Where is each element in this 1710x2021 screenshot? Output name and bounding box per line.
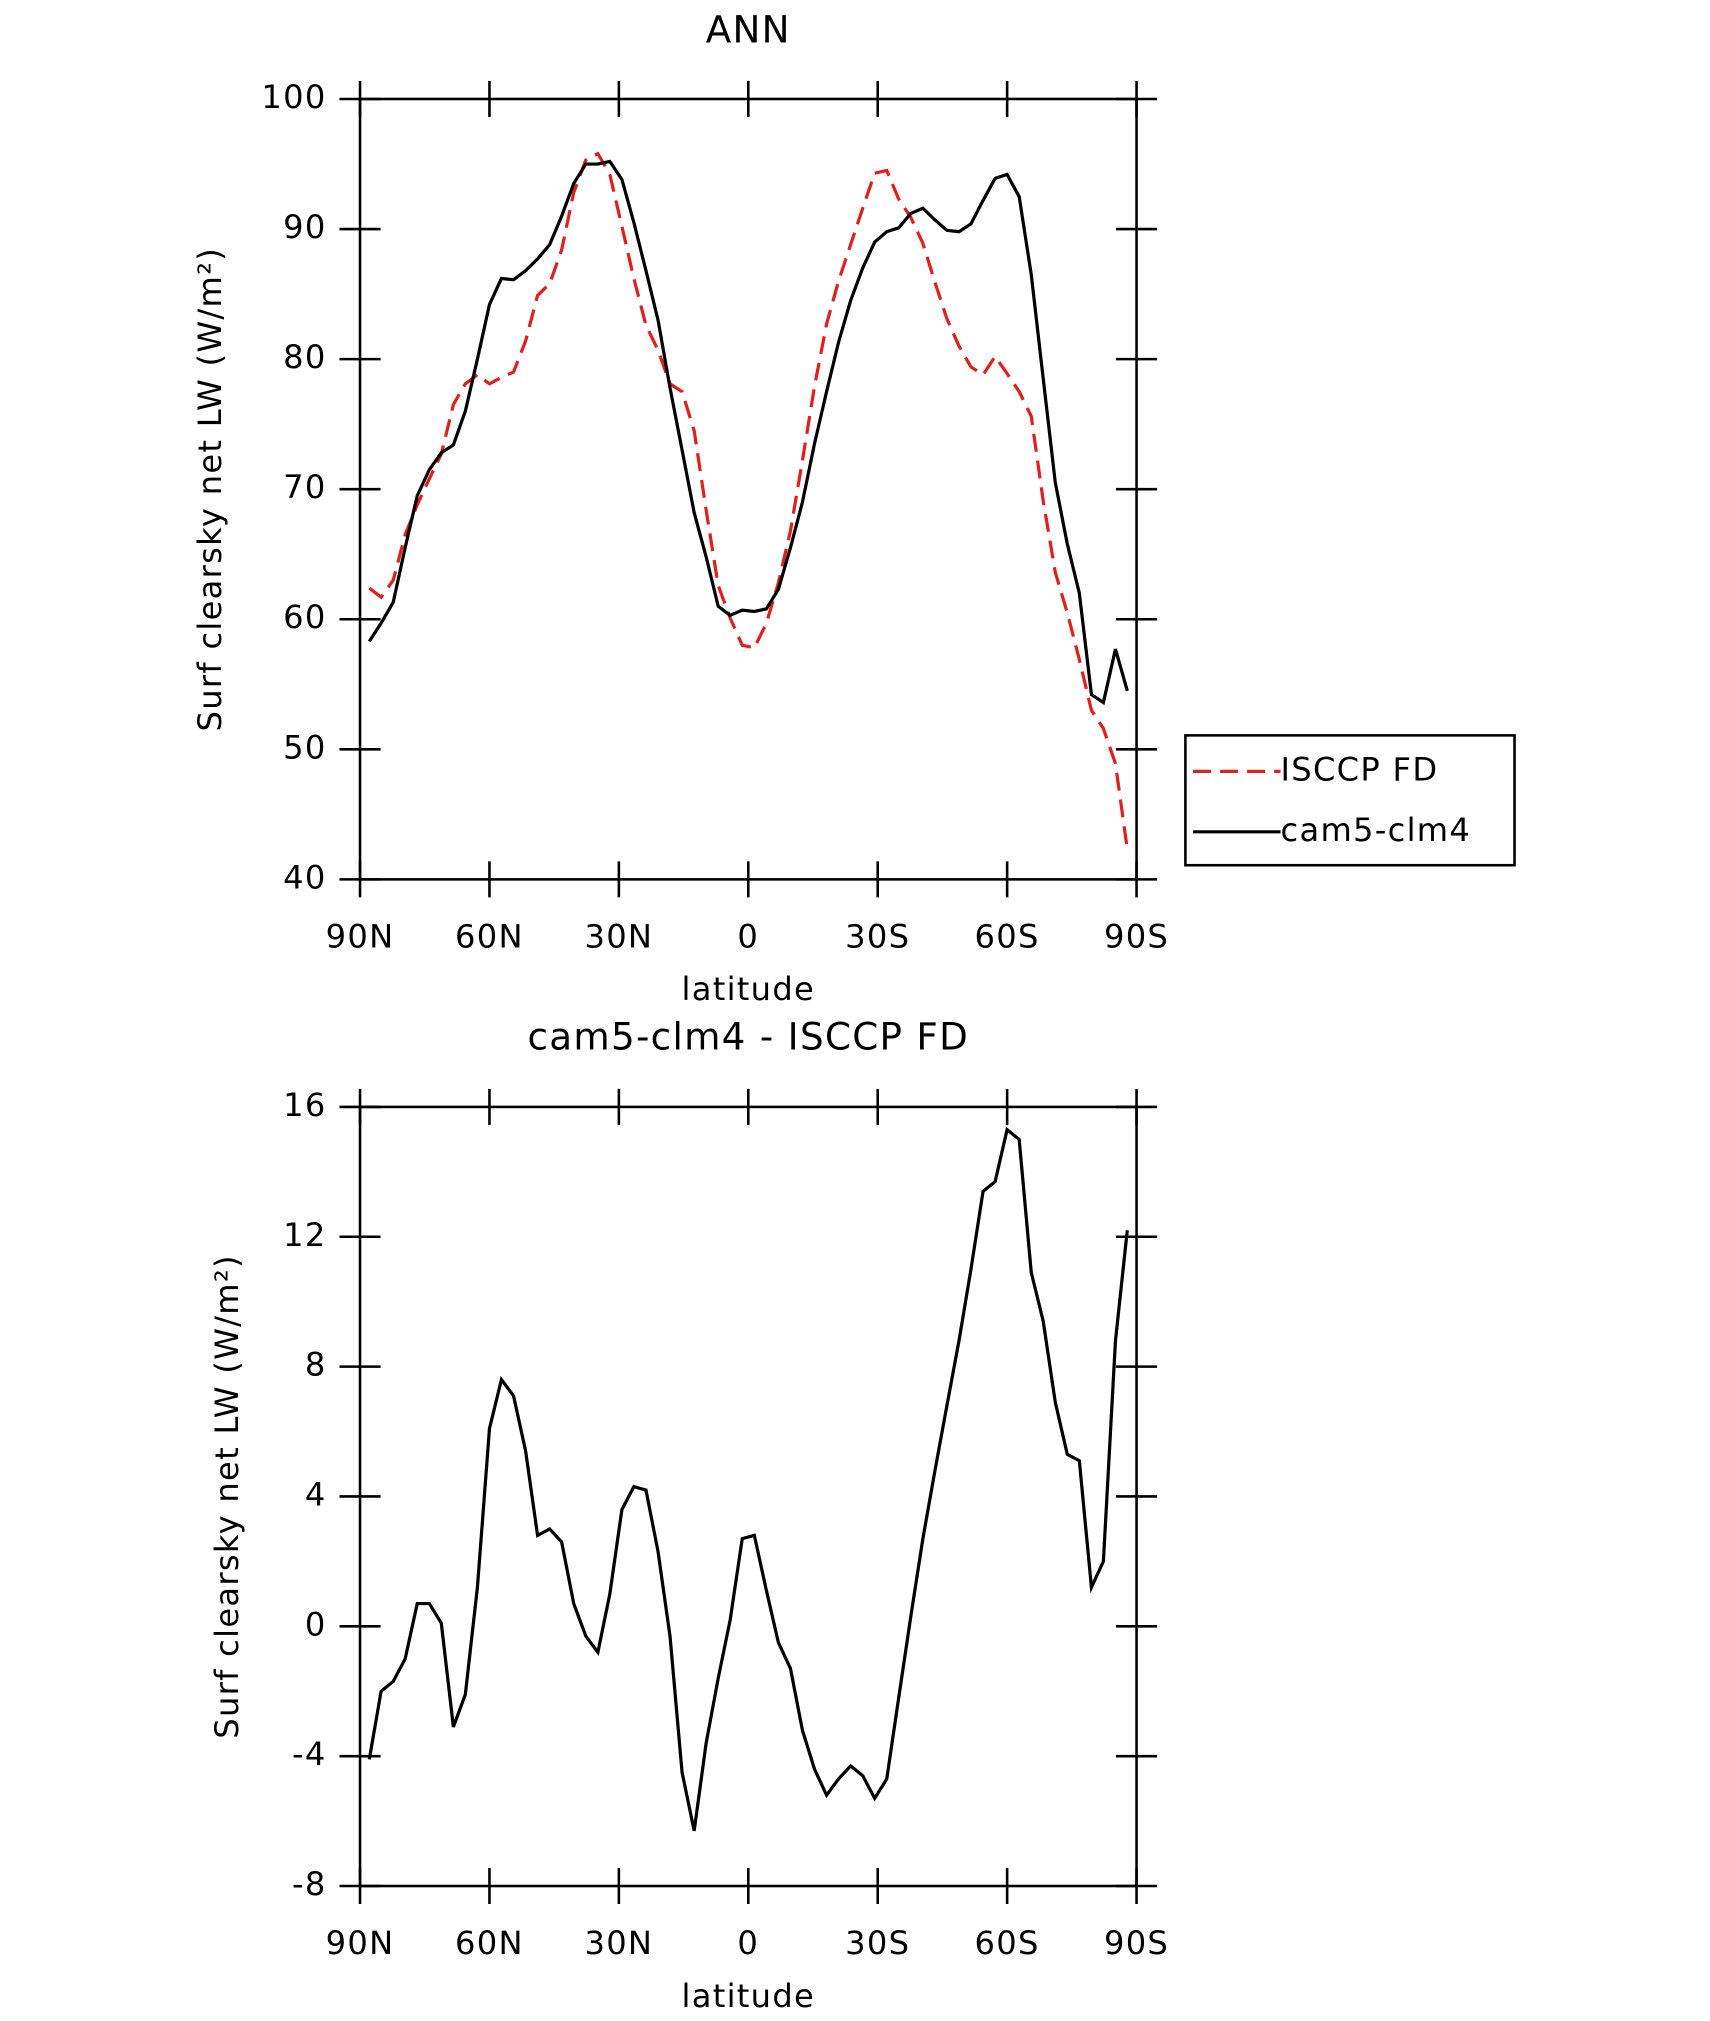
x-tick-label: 30N [584, 918, 653, 956]
y-tick-label: 8 [305, 1346, 327, 1384]
x-tick-label: 60N [455, 918, 524, 956]
y-tick-label: 16 [283, 1086, 326, 1124]
x-tick-label: 0 [737, 918, 759, 956]
data-line [368, 151, 1129, 850]
x-tick-label: 90N [326, 918, 395, 956]
chart-title: cam5-clm4 - ISCCP FD [527, 1014, 969, 1058]
y-tick-label: 80 [283, 338, 326, 376]
data-line [367, 1126, 1129, 1832]
x-tick-label: 0 [737, 1924, 759, 1962]
x-tick-label: 90S [1104, 918, 1169, 956]
x-tick-label: 90S [1104, 1924, 1169, 1962]
chart-title: ANN [706, 8, 791, 52]
x-tick-label: 60N [455, 1924, 524, 1962]
y-tick-label: 12 [283, 1216, 326, 1254]
plot-frame [358, 1105, 1138, 1888]
x-tick-label: 60S [975, 1924, 1040, 1962]
y-tick-label: 60 [283, 598, 326, 636]
legend-label: ISCCP FD [1281, 750, 1439, 788]
y-tick-label: 4 [305, 1475, 327, 1513]
x-axis-label: latitude [682, 1977, 816, 2015]
y-tick-label: -4 [292, 1735, 327, 1773]
data-line [367, 159, 1129, 706]
y-tick-label: 50 [283, 728, 326, 766]
x-tick-label: 30N [584, 1924, 653, 1962]
x-tick-label: 60S [975, 918, 1040, 956]
y-axis-label: Surf clearsky net LW (W/m²) [191, 247, 229, 732]
x-tick-label: 30S [845, 918, 910, 956]
y-tick-label: 70 [283, 468, 326, 506]
plot-frame [358, 97, 1138, 881]
y-tick-label: 0 [305, 1605, 327, 1643]
x-tick-label: 90N [326, 1924, 395, 1962]
y-tick-label: 40 [283, 858, 326, 896]
x-axis-label: latitude [682, 970, 816, 1008]
y-tick-label: 90 [283, 208, 326, 246]
legend-box [1184, 734, 1516, 867]
y-tick-label: -8 [292, 1865, 327, 1903]
y-tick-label: 100 [261, 78, 326, 116]
x-tick-label: 30S [845, 1924, 910, 1962]
y-axis-label: Surf clearsky net LW (W/m²) [208, 1254, 246, 1739]
legend-label: cam5-clm4 [1281, 811, 1472, 849]
